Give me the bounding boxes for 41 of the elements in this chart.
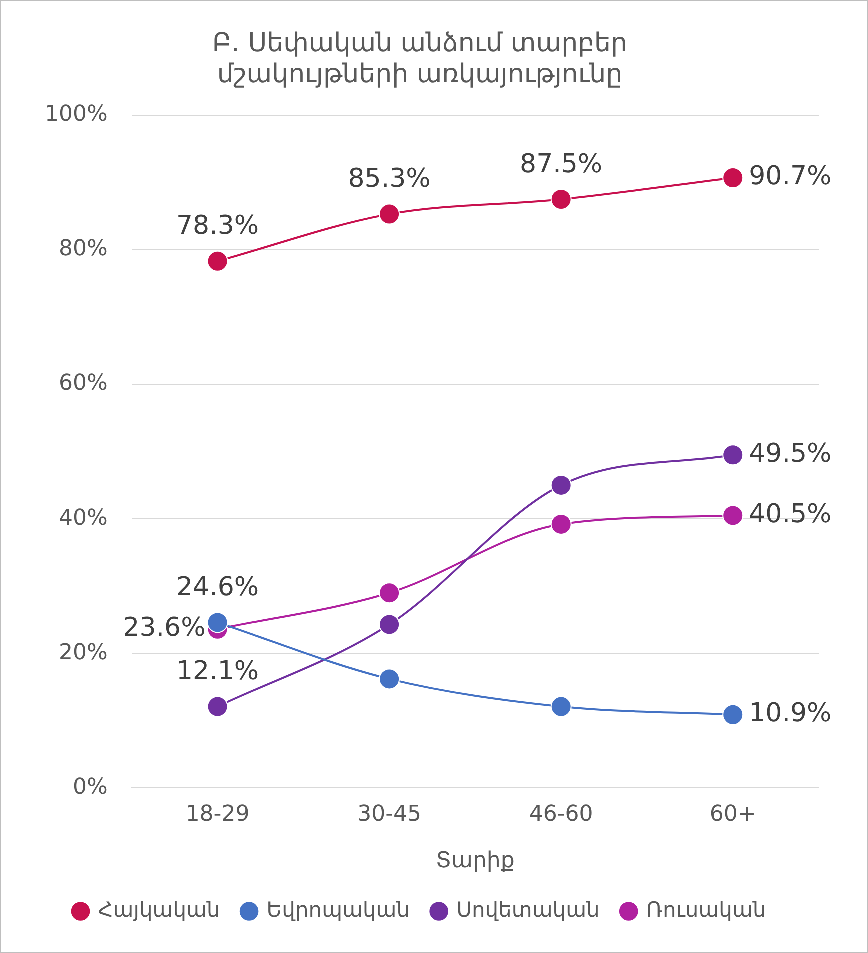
point (379, 204, 400, 225)
data-label: 87.5% (520, 149, 603, 180)
legend-label: Եվրոպական (266, 898, 410, 922)
x-tick-label: 60+ (710, 802, 756, 828)
point (550, 696, 572, 718)
x-axis-title: Տարիք (436, 848, 515, 874)
y-tick-label: 20% (58, 640, 108, 666)
data-label: 78.3% (176, 211, 260, 242)
legend-label: Հայկական (98, 898, 220, 922)
legend-label: Սովետական (456, 898, 600, 922)
y-tick-label: 80% (58, 236, 108, 262)
x-tick-label: 18-29 (186, 802, 250, 828)
x-tick-label: 30-45 (358, 802, 422, 828)
point (379, 668, 400, 690)
point (379, 582, 400, 604)
point (550, 474, 572, 496)
y-tick-label: 100% (44, 102, 108, 128)
data-label: 23.6% (123, 613, 206, 644)
y-tick-label: 0% (72, 774, 108, 800)
data-label: 85.3% (348, 164, 431, 194)
point (379, 614, 400, 636)
point (207, 696, 228, 718)
point (722, 167, 744, 188)
point (207, 612, 228, 634)
data-label: 40.5% (749, 499, 832, 530)
data-label: 24.6% (176, 572, 260, 602)
point (550, 189, 572, 210)
point (722, 704, 744, 726)
data-label: 10.9% (749, 698, 832, 729)
point (722, 444, 744, 466)
point (207, 250, 228, 272)
data-label: 49.5% (749, 438, 832, 469)
data-label: 90.7% (749, 162, 832, 192)
x-tick-label: 46-60 (529, 802, 594, 828)
chart-title: Բ. Սեփական անձում տարբեր մշակույթների առկայությունը (212, 28, 628, 90)
legend-label: Ռուսական (646, 898, 766, 922)
point (722, 505, 744, 526)
y-tick-label: 40% (58, 506, 108, 531)
y-tick-label: 60% (58, 371, 108, 396)
point (550, 514, 572, 535)
data-label: 12.1% (176, 656, 260, 687)
